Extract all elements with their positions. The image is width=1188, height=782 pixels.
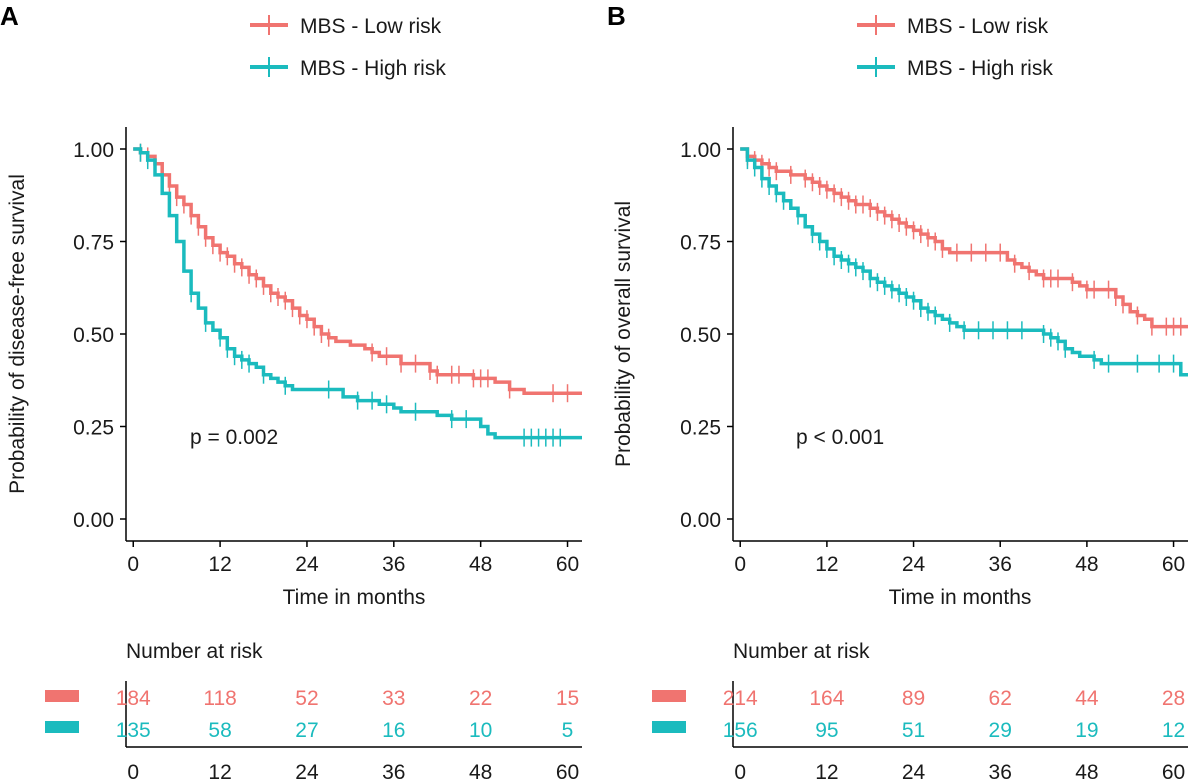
risk-table: Number at risk 184 118 52 33 22 15 135 58 27 16 10… xyxy=(45,640,582,782)
risk-table-x-tick-label: 48 xyxy=(469,761,492,782)
x-tick-label: 0 xyxy=(127,553,139,576)
plot-area: 0.00 0.25 0.50 0.75 1.00 0 12 24 36 48 60 xyxy=(680,127,1188,576)
risk-count-low-risk: 89 xyxy=(902,687,925,710)
risk-count-low-risk: 164 xyxy=(809,687,844,710)
risk-count-low-risk: 184 xyxy=(116,687,151,710)
risk-table-x-tick-label: 12 xyxy=(815,761,838,782)
risk-table-x-tick-label: 36 xyxy=(989,761,1012,782)
panel-label: A xyxy=(0,1,19,31)
risk-table-title: Number at risk xyxy=(126,640,263,663)
y-tick-label: 1.00 xyxy=(680,139,721,162)
legend: MBS - Low risk MBS - High risk xyxy=(250,15,446,80)
x-axis-title: Time in months xyxy=(283,586,426,609)
x-tick-label: 36 xyxy=(382,553,405,576)
risk-table: Number at risk 214 164 89 62 44 28 156 95 51 29 19… xyxy=(652,640,1188,782)
risk-table-x-tick-label: 48 xyxy=(1075,761,1098,782)
y-tick-label: 0.50 xyxy=(680,324,721,347)
x-tick-label: 60 xyxy=(556,553,579,576)
risk-table-x-tick-label: 60 xyxy=(556,761,579,782)
risk-count-high-risk: 156 xyxy=(723,719,758,742)
risk-count-low-risk: 118 xyxy=(203,687,236,710)
risk-count-low-risk: 214 xyxy=(723,687,758,710)
risk-count-high-risk: 27 xyxy=(295,719,318,742)
risk-table-x-tick-label: 0 xyxy=(127,761,139,782)
risk-count-low-risk: 52 xyxy=(295,687,318,710)
legend-label-low: MBS - Low risk xyxy=(907,15,1049,38)
risk-table-title: Number at risk xyxy=(733,640,870,663)
risk-row-swatch-high xyxy=(45,721,79,733)
y-tick-label: 0.50 xyxy=(73,324,114,347)
y-axis-title: Probability of overall survival xyxy=(612,201,635,467)
risk-count-low-risk: 44 xyxy=(1075,687,1099,710)
risk-count-high-risk: 51 xyxy=(902,719,925,742)
risk-table-x-tick-label: 60 xyxy=(1162,761,1185,782)
survival-curve-high-risk xyxy=(740,147,1188,377)
x-tick-label: 36 xyxy=(989,553,1012,576)
x-axis-title: Time in months xyxy=(889,586,1032,609)
p-value-annotation: p < 0.001 xyxy=(796,426,884,449)
y-tick-label: 0.25 xyxy=(680,417,721,440)
risk-table-x-tick-label: 0 xyxy=(734,761,746,782)
x-tick-label: 12 xyxy=(208,553,231,576)
risk-table-x-tick-label: 24 xyxy=(295,761,319,782)
risk-count-high-risk: 58 xyxy=(208,719,231,742)
x-tick-label: 0 xyxy=(734,553,746,576)
x-tick-label: 24 xyxy=(295,553,319,576)
risk-count-low-risk: 33 xyxy=(382,687,405,710)
risk-table-x-tick-label: 12 xyxy=(208,761,231,782)
risk-count-low-risk: 28 xyxy=(1162,687,1185,710)
y-tick-label: 1.00 xyxy=(73,139,114,162)
x-tick-label: 60 xyxy=(1162,553,1185,576)
risk-count-low-risk: 15 xyxy=(556,687,579,710)
risk-count-high-risk: 10 xyxy=(469,719,492,742)
risk-row-swatch-low xyxy=(652,690,686,702)
risk-row-swatch-high xyxy=(652,721,686,733)
risk-table-x-tick-label: 36 xyxy=(382,761,405,782)
y-axis-title: Probability of disease-free survival xyxy=(6,174,29,494)
legend: MBS - Low risk MBS - High risk xyxy=(857,15,1053,80)
risk-count-high-risk: 19 xyxy=(1075,719,1098,742)
risk-count-low-risk: 62 xyxy=(989,687,1012,710)
y-tick-label: 0.00 xyxy=(73,509,114,532)
survival-curve-low-risk xyxy=(133,147,582,395)
risk-count-high-risk: 29 xyxy=(989,719,1012,742)
risk-count-high-risk: 95 xyxy=(815,719,838,742)
panel-label: B xyxy=(607,1,626,31)
x-tick-label: 24 xyxy=(902,553,926,576)
panel-a: A MBS - Low risk MBS - High risk Probabi… xyxy=(0,1,582,782)
x-tick-label: 48 xyxy=(469,553,492,576)
risk-count-high-risk: 16 xyxy=(382,719,405,742)
risk-row-swatch-low xyxy=(45,690,79,702)
x-tick-label: 48 xyxy=(1075,553,1098,576)
risk-count-high-risk: 135 xyxy=(116,719,151,742)
legend-label-high: MBS - High risk xyxy=(300,57,446,80)
survival-curve-low-risk xyxy=(740,147,1188,329)
legend-label-low: MBS - Low risk xyxy=(300,15,442,38)
y-tick-label: 0.25 xyxy=(73,417,114,440)
risk-count-high-risk: 5 xyxy=(562,719,574,742)
y-tick-label: 0.00 xyxy=(680,509,721,532)
legend-label-high: MBS - High risk xyxy=(907,57,1053,80)
risk-count-low-risk: 22 xyxy=(469,687,492,710)
y-tick-label: 0.75 xyxy=(680,232,721,255)
risk-table-x-tick-label: 24 xyxy=(902,761,926,782)
plot-area: 0.00 0.25 0.50 0.75 1.00 0 12 24 36 48 60 xyxy=(73,127,582,576)
panel-b: B MBS - Low risk MBS - High risk Probabi… xyxy=(607,1,1188,782)
x-tick-label: 12 xyxy=(815,553,838,576)
risk-count-high-risk: 12 xyxy=(1162,719,1185,742)
y-tick-label: 0.75 xyxy=(73,232,114,255)
p-value-annotation: p = 0.002 xyxy=(190,426,278,449)
